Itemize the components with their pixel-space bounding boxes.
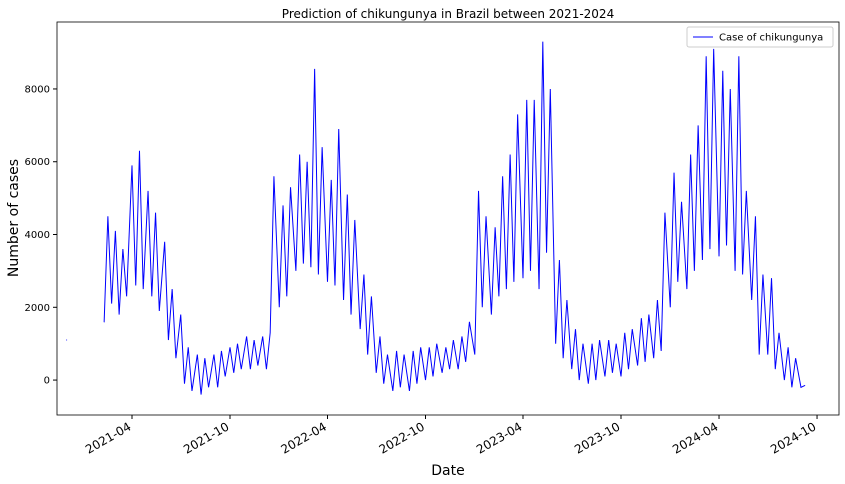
y-tick-label: 0	[44, 376, 50, 387]
chart-title: Prediction of chikungunya in Brazil betw…	[282, 7, 614, 21]
data-line	[66, 41, 806, 395]
legend-label: Case of chikungunya	[719, 33, 823, 44]
x-axis-label: Date	[431, 463, 464, 479]
y-tick-label: 4000	[25, 230, 50, 241]
y-tick-label: 2000	[25, 303, 50, 314]
y-tick-label: 6000	[25, 157, 50, 168]
plot-frame	[56, 21, 840, 416]
y-axis-label: Number of cases	[6, 159, 22, 277]
legend-box	[686, 26, 834, 48]
y-tick-label: 8000	[25, 84, 50, 95]
